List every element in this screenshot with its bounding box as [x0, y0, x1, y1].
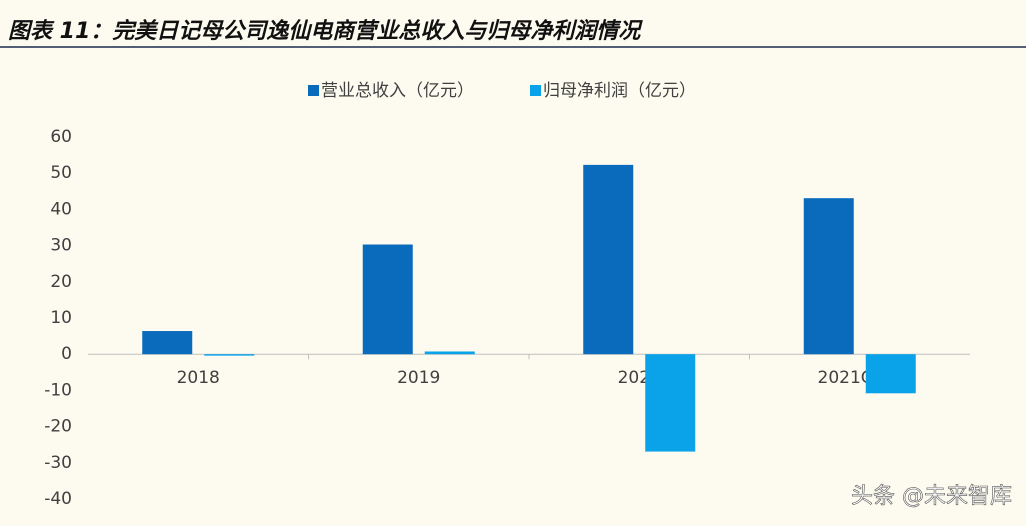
bar — [142, 331, 193, 355]
bar — [583, 164, 634, 355]
y-tick-label: -20 — [44, 417, 72, 437]
bar — [865, 354, 916, 394]
x-tick-label: 2019 — [397, 368, 440, 388]
bar — [645, 354, 696, 452]
y-tick-label: 20 — [50, 272, 72, 292]
legend-label: 归母净利润（亿元） — [543, 81, 696, 101]
bar — [362, 244, 413, 355]
y-tick-label: 50 — [50, 163, 72, 183]
legend-label: 营业总收入（亿元） — [321, 81, 474, 101]
bar — [803, 198, 854, 355]
x-tick-label: 2018 — [177, 368, 220, 388]
y-tick-label: 0 — [61, 344, 72, 364]
y-tick-label: -40 — [44, 489, 72, 509]
watermark: 头条 @未来智库 — [851, 484, 1012, 509]
y-tick-label: -30 — [44, 453, 72, 473]
bar — [204, 354, 255, 356]
chart-title: 图表 11：完美日记母公司逸仙电商营业总收入与归母净利润情况 — [8, 18, 643, 44]
legend-swatch — [308, 85, 319, 96]
y-tick-label: 60 — [50, 127, 72, 147]
y-tick-label: 40 — [50, 199, 72, 219]
y-tick-label: 10 — [50, 308, 72, 328]
y-tick-label: -10 — [44, 380, 72, 400]
bar — [424, 351, 475, 355]
legend-swatch — [530, 85, 541, 96]
y-tick-label: 30 — [50, 236, 72, 256]
